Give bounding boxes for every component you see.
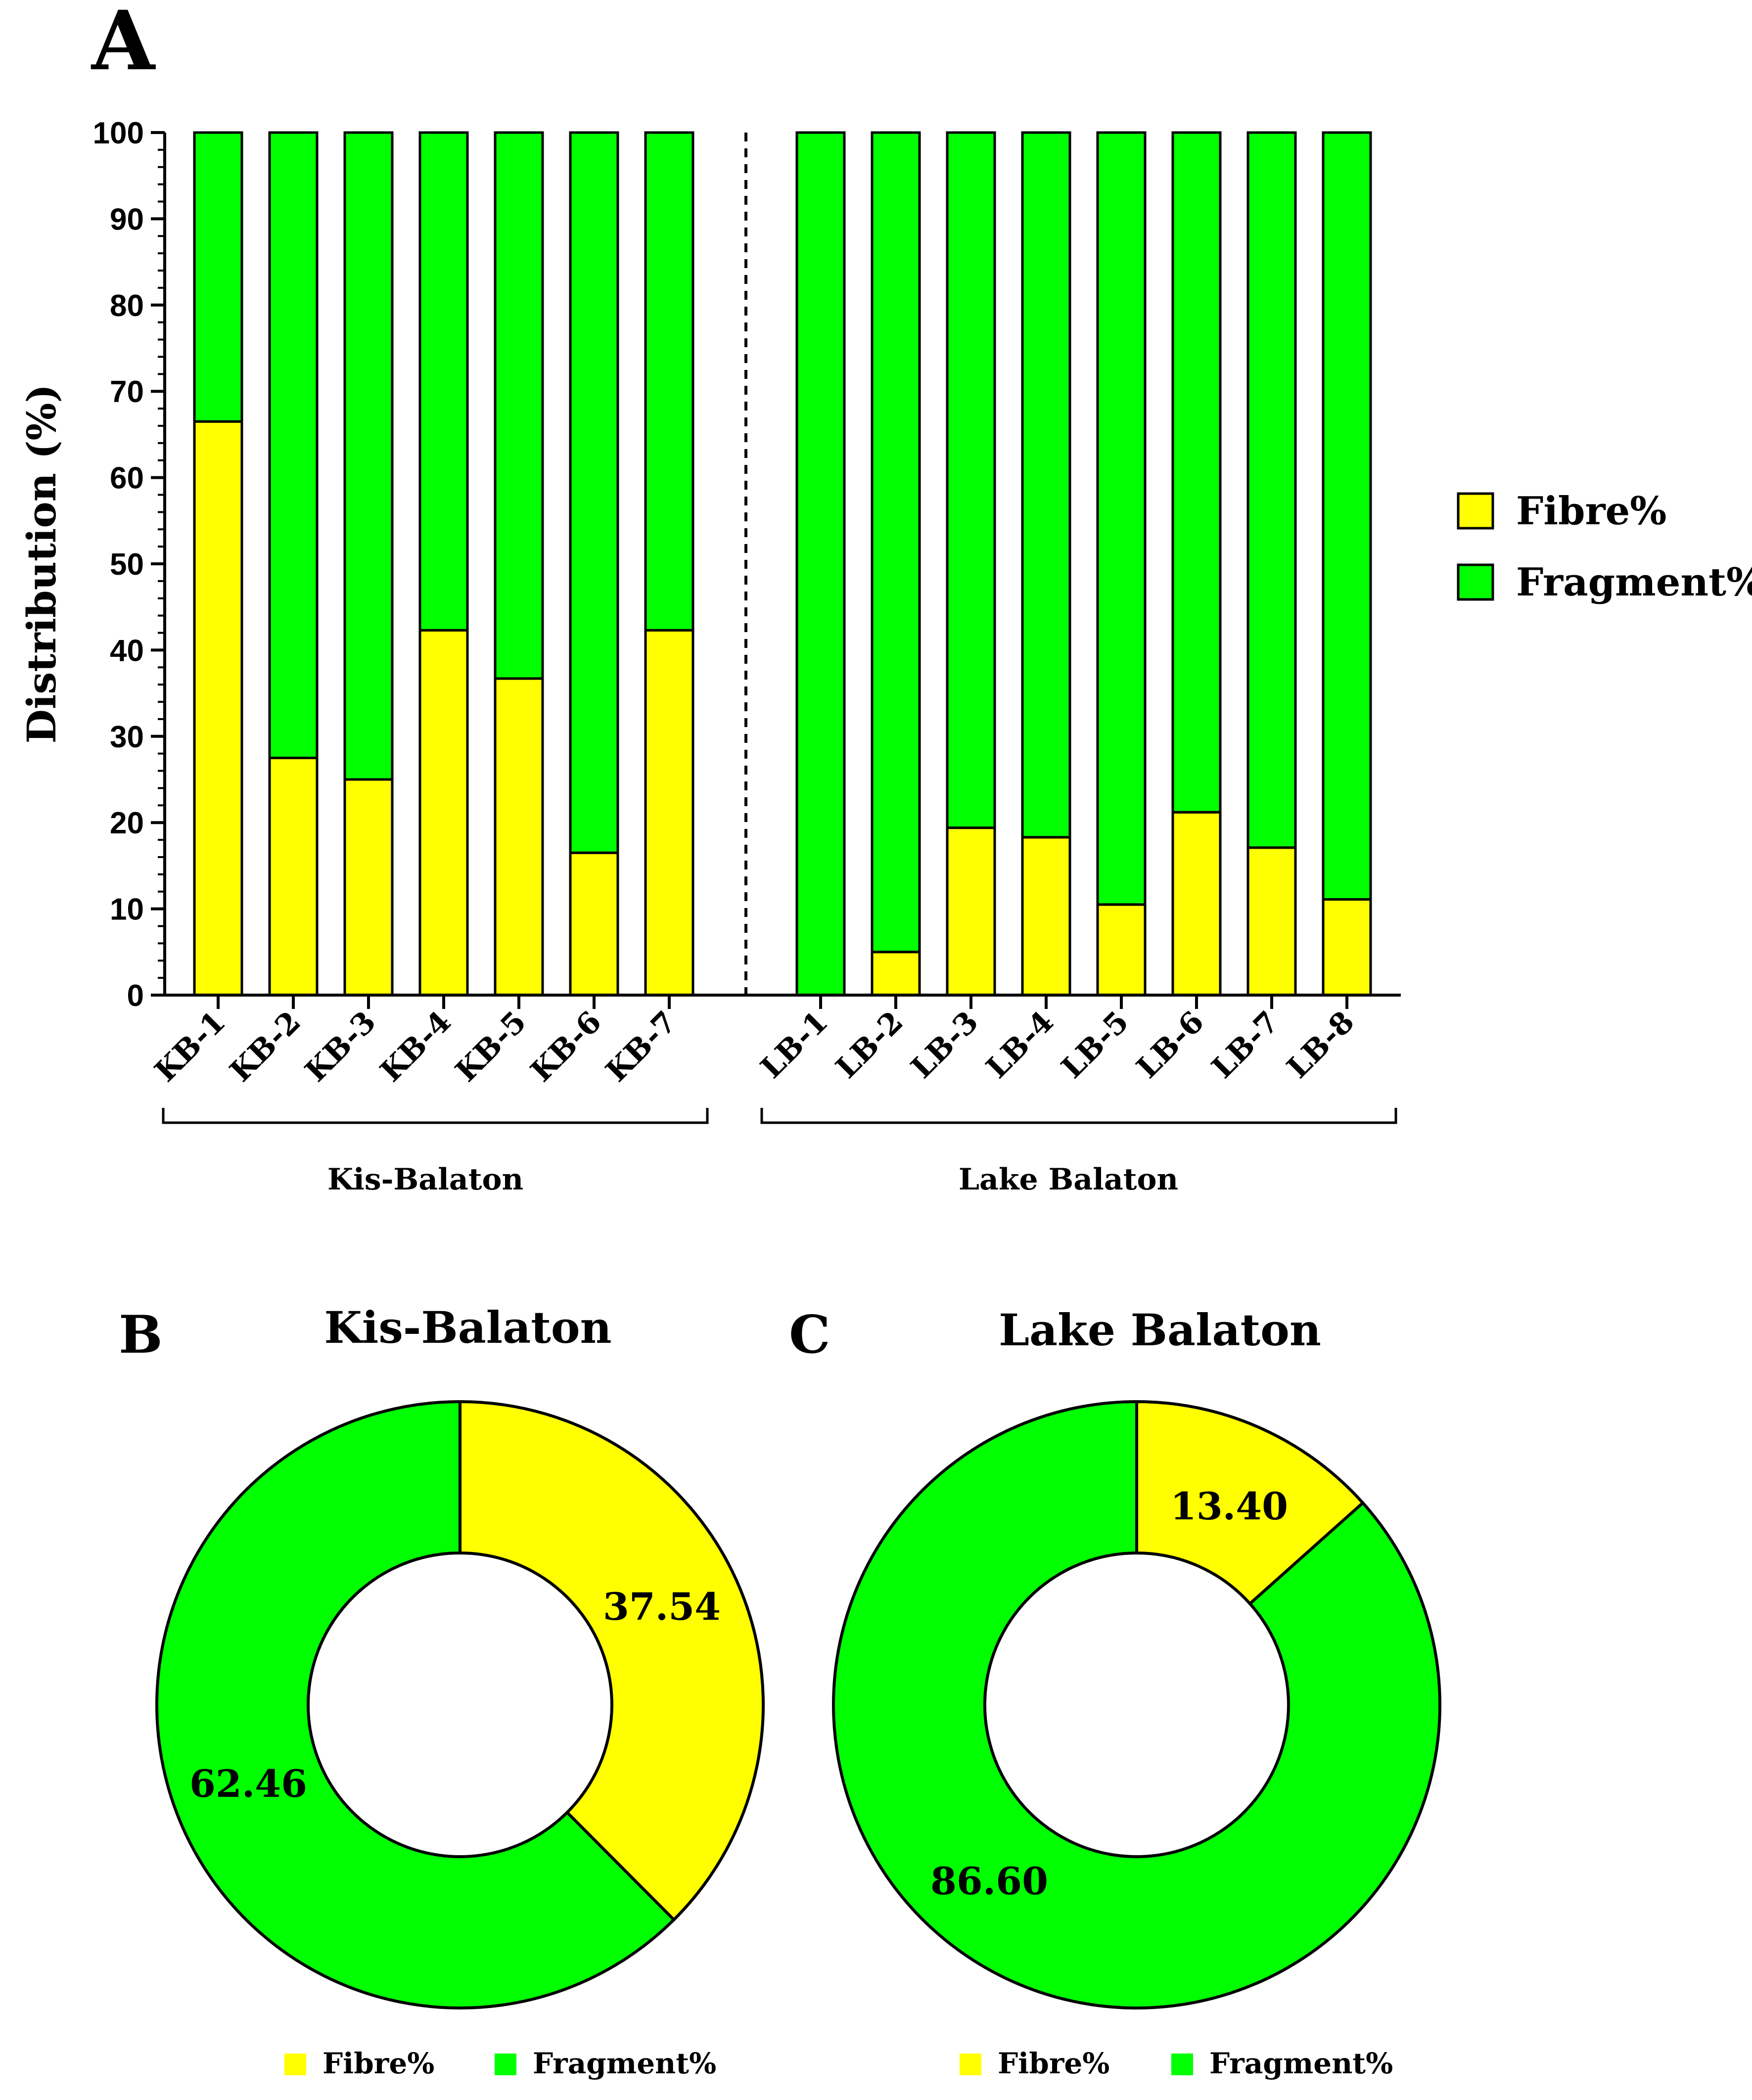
legend-label-fibre: Fibre%: [998, 2047, 1109, 2080]
bar-fragment: [795, 131, 846, 997]
bar-fragment: [268, 131, 319, 759]
bar-fragment: [1322, 131, 1372, 901]
bar-fibre: [1246, 846, 1297, 997]
y-axis-label: Distribution (%): [18, 384, 65, 744]
x-tick-label: KB-7: [599, 1004, 683, 1089]
bar-fragment: [343, 131, 394, 781]
chart-title: Kis-Balaton: [324, 1302, 611, 1353]
donut-chart-lake-balaton: Lake Balaton 13.40 86.60 Fibre% Fragment…: [832, 1304, 1441, 2080]
x-tick-label: LB-1: [754, 1004, 834, 1085]
x-tick-label: LB-6: [1130, 1004, 1210, 1085]
bar-fibre: [418, 629, 469, 997]
legend-label-fibre: Fibre%: [1516, 489, 1666, 534]
legend-swatch-fibre: [960, 2054, 981, 2075]
x-tick-label: LB-8: [1280, 1004, 1361, 1085]
bar-fibre: [644, 629, 694, 997]
chart-title: Lake Balaton: [999, 1304, 1321, 1356]
x-tick-label: LB-7: [1205, 1004, 1286, 1085]
bar-fragment: [569, 131, 619, 854]
bar-fibre: [193, 420, 243, 997]
y-axis: 0 10 20 30 40 50 60 70 80 90 100: [93, 116, 165, 1013]
x-axis: KB-1KB-2KB-3KB-4KB-5KB-6KB-7 LB-1LB-2LB-3…: [148, 995, 1361, 1089]
slice-fragment: [832, 1400, 1441, 2009]
slice-group: [832, 1400, 1441, 2009]
bar-fibre: [871, 951, 921, 997]
legend-label-fragment: Fragment%: [533, 2047, 716, 2080]
bar-fibre: [494, 677, 544, 997]
bar-fragment: [1171, 131, 1222, 814]
y-tick-label: 60: [110, 461, 144, 496]
bar-fragment: [1021, 131, 1071, 839]
y-tick-label: 70: [110, 375, 144, 409]
bar-fibre: [946, 826, 996, 997]
bar-fibre: [1021, 836, 1071, 997]
legend-swatch-fragment: [1457, 563, 1494, 601]
bar-fibre: [268, 756, 319, 997]
y-tick-label: 0: [127, 979, 144, 1013]
x-tick-label: LB-3: [904, 1004, 985, 1085]
slice-label-fragment: 62.46: [189, 1762, 307, 1806]
x-tick-label: KB-4: [373, 1004, 458, 1089]
slice-fibre: [459, 1400, 765, 1922]
bar-fragment: [946, 131, 996, 829]
bar-stack-group: [193, 131, 1372, 997]
bar-fibre: [343, 778, 394, 997]
slice-label-fibre: 13.40: [1170, 1484, 1288, 1528]
x-tick-label: KB-5: [449, 1004, 533, 1089]
group-label-lake-balaton: Lake Balaton: [959, 1162, 1178, 1197]
x-tick-label: KB-1: [148, 1004, 232, 1089]
panel-label-b: B: [119, 1304, 163, 1365]
y-tick-label: 30: [110, 720, 144, 754]
panel-label-a: A: [91, 0, 156, 89]
bar-fragment: [1096, 131, 1147, 906]
bar-fragment: [644, 131, 694, 632]
bar-fragment: [494, 131, 544, 680]
legend-label-fragment: Fragment%: [1516, 560, 1752, 605]
legend-swatch-fibre: [284, 2054, 306, 2075]
bar-fibre: [1171, 811, 1222, 997]
slice-label-fragment: 86.60: [930, 1859, 1048, 1903]
group-label-kis-balaton: Kis-Balaton: [327, 1162, 523, 1197]
y-tick-label: 50: [110, 548, 144, 582]
bar-fragment: [871, 131, 921, 954]
x-tick-label: KB-2: [223, 1004, 307, 1089]
bracket-lake-balaton: [760, 1108, 1397, 1124]
y-tick-label: 10: [110, 893, 144, 927]
bar-fibre: [1096, 903, 1147, 997]
bar-fibre: [1322, 898, 1372, 997]
y-tick-label: 20: [110, 806, 144, 840]
y-tick-label: 80: [110, 289, 144, 323]
x-tick-label: LB-5: [1055, 1004, 1135, 1085]
panel-label-c: C: [789, 1304, 830, 1365]
bar-fragment: [418, 131, 469, 632]
bar-fibre: [569, 851, 619, 997]
x-tick-label: KB-3: [298, 1004, 382, 1089]
slice-group: [155, 1400, 765, 2009]
x-tick-label: KB-6: [524, 1004, 608, 1089]
slice-fragment: [155, 1400, 676, 2009]
slice-label-fibre: 37.54: [603, 1585, 721, 1629]
legend-swatch-fragment: [1171, 2054, 1193, 2075]
legend-label-fragment: Fragment%: [1209, 2047, 1393, 2080]
donut-chart-kis-balaton: Kis-Balaton 37.54 62.46 Fibre% Fragment%: [155, 1302, 765, 2080]
legend-label-fibre: Fibre%: [323, 2047, 434, 2080]
y-tick-label: 100: [93, 116, 144, 150]
bar-fragment: [1246, 131, 1297, 849]
x-tick-label: LB-2: [829, 1004, 910, 1085]
bracket-kis-balaton: [162, 1108, 709, 1124]
legend-swatch-fragment: [495, 2054, 516, 2075]
y-tick-label: 40: [110, 634, 144, 668]
x-tick-label: LB-4: [979, 1004, 1060, 1085]
y-tick-label: 90: [110, 202, 144, 236]
legend-swatch-fibre: [1457, 492, 1494, 530]
bar-fragment: [193, 131, 243, 423]
